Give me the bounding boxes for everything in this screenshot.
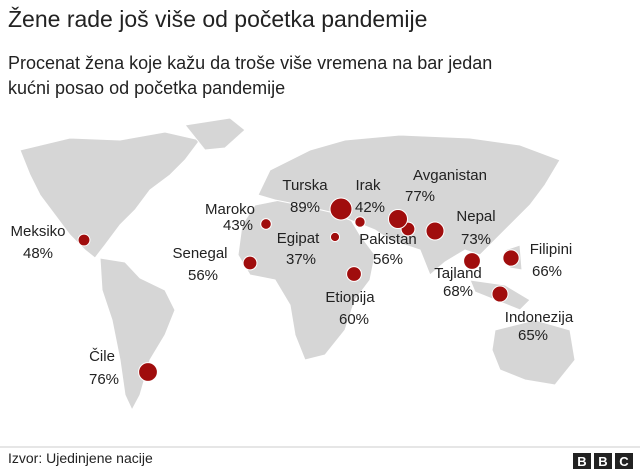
country-label: Nepal <box>456 208 495 225</box>
bubble <box>138 362 158 382</box>
bubble <box>387 208 409 230</box>
value-label: 68% <box>443 283 473 300</box>
title: Žene rade još više od početka pandemije <box>8 6 427 32</box>
value-label: 42% <box>355 199 385 216</box>
bubble <box>329 231 341 243</box>
bubble <box>346 266 362 282</box>
value-label: 48% <box>23 245 53 262</box>
country-label: Meksiko <box>10 223 65 240</box>
value-label: 77% <box>405 188 435 205</box>
value-label: 56% <box>188 267 218 284</box>
value-label: 73% <box>461 231 491 248</box>
country-label: Tajland <box>434 265 482 282</box>
land <box>19 117 576 412</box>
country-label: Pakistan <box>359 231 417 248</box>
country-label: Egipat <box>277 230 320 247</box>
value-label: 65% <box>518 327 548 344</box>
value-label: 76% <box>89 371 119 388</box>
country-label: Indonezija <box>505 309 574 326</box>
bubble <box>463 252 481 270</box>
logo-letter: B <box>598 454 607 469</box>
bubble <box>354 216 366 228</box>
value-label: 89% <box>290 199 320 216</box>
bubble <box>502 249 520 267</box>
value-label: 56% <box>373 251 403 268</box>
value-label: 37% <box>286 251 316 268</box>
logo-box <box>573 453 591 469</box>
bubble <box>329 197 353 221</box>
subtitle: kućni posao od početka pandemije <box>8 78 285 98</box>
value-label: 60% <box>339 311 369 328</box>
value-label: 43% <box>223 217 253 234</box>
logo: B B C <box>573 453 633 469</box>
source: Izvor: Ujedinjene nacije <box>8 450 153 466</box>
value-label: 66% <box>532 263 562 280</box>
country-label: Maroko <box>205 201 255 218</box>
bubble <box>260 218 272 230</box>
bubble <box>425 221 445 241</box>
country-label: Filipini <box>530 241 573 258</box>
bubble <box>242 255 258 271</box>
country-label: Turska <box>282 177 328 194</box>
logo-letter: B <box>577 454 586 469</box>
subtitle: Procenat žena koje kažu da troše više vr… <box>8 53 492 73</box>
logo-box <box>594 453 612 469</box>
bubble <box>491 285 509 303</box>
country-label: Irak <box>355 177 381 194</box>
country-label: Čile <box>89 348 115 365</box>
logo-box <box>615 453 633 469</box>
logo-letter: C <box>619 454 629 469</box>
bubble <box>77 233 91 247</box>
country-label: Avganistan <box>413 167 487 184</box>
country-label: Etiopija <box>325 289 375 306</box>
country-label: Senegal <box>172 245 227 262</box>
